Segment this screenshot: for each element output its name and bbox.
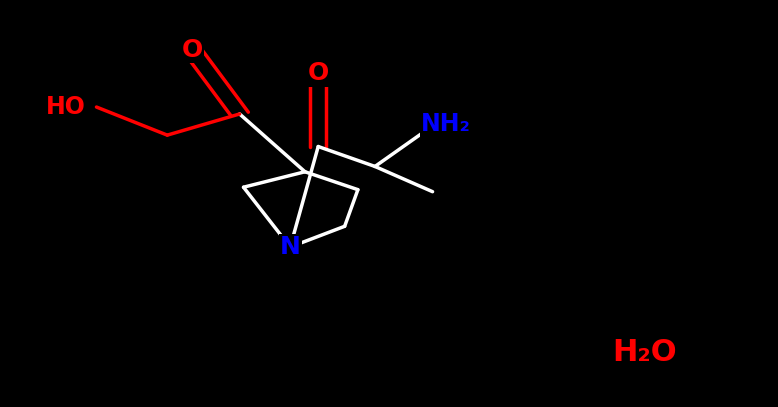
Text: O: O <box>307 61 329 85</box>
Text: O: O <box>181 38 203 62</box>
Text: NH₂: NH₂ <box>421 112 471 136</box>
Text: H₂O: H₂O <box>612 337 678 367</box>
Text: N: N <box>280 235 300 259</box>
Text: HO: HO <box>45 95 86 119</box>
